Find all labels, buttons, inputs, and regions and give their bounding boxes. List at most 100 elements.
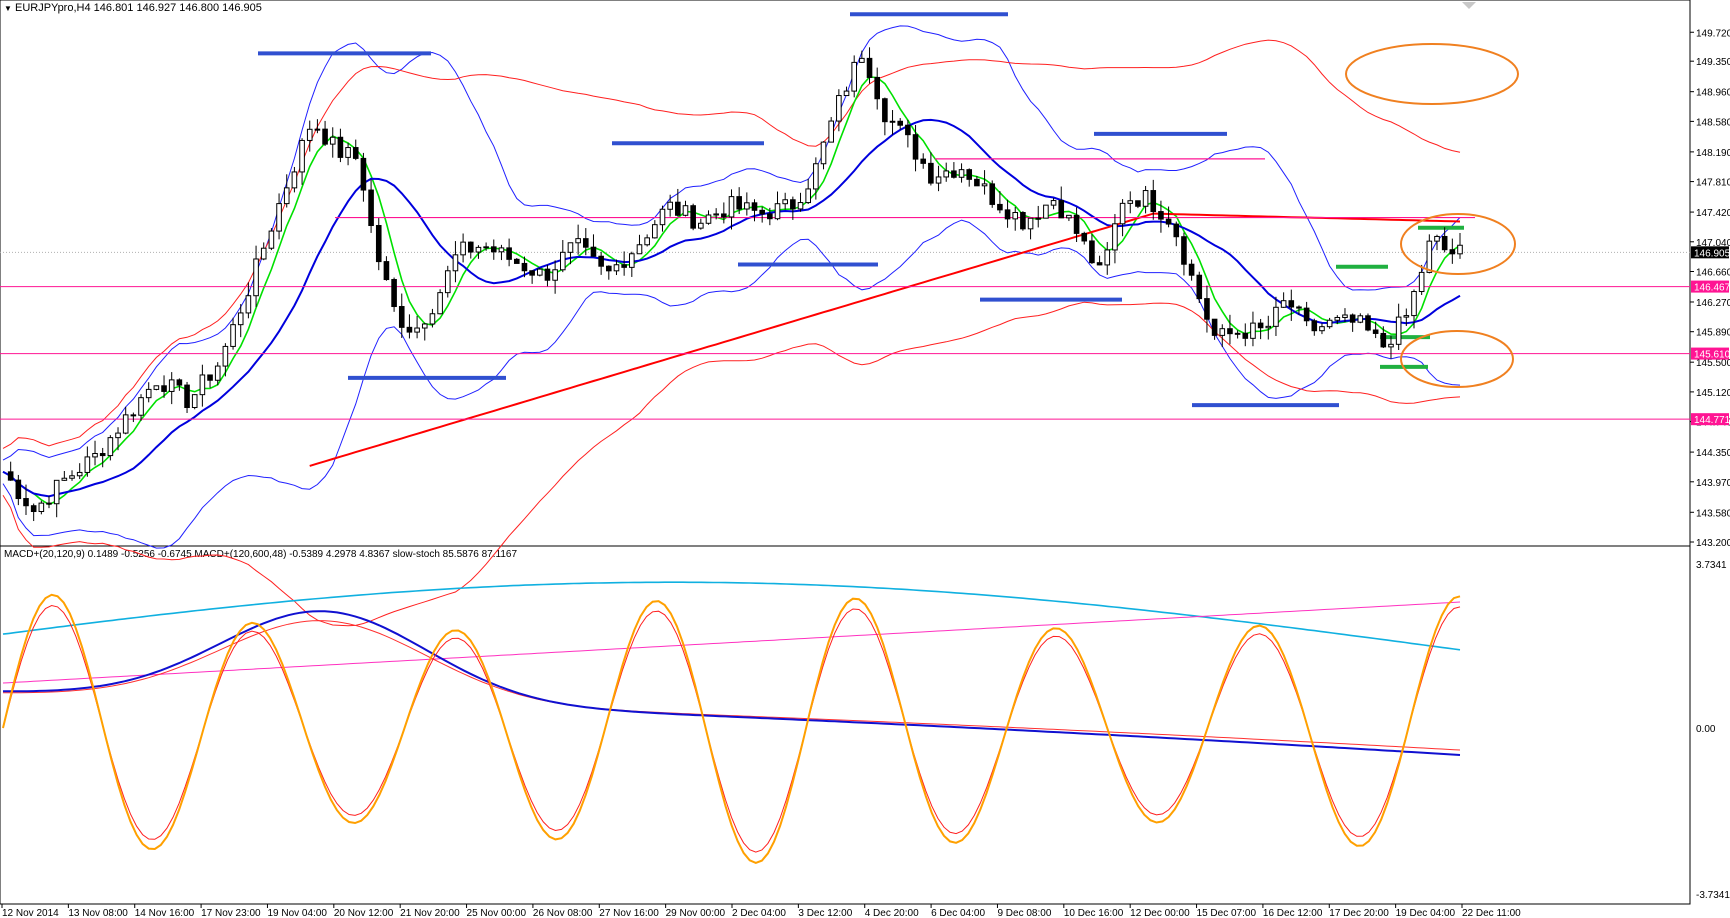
time-tick-label: 13 Nov 08:00 xyxy=(68,908,128,918)
candle-body xyxy=(667,201,673,210)
time-tick-label: 15 Dec 07:00 xyxy=(1197,908,1257,918)
ellipse-annotation[interactable] xyxy=(1400,213,1516,275)
candle-body xyxy=(690,205,696,229)
candle-body xyxy=(1411,291,1417,317)
ellipse-annotation[interactable] xyxy=(1345,43,1519,105)
candle-body xyxy=(1089,240,1095,264)
zone-markers[interactable] xyxy=(258,12,1464,408)
candle-body xyxy=(536,268,543,276)
candle-body xyxy=(337,136,344,158)
candle-body xyxy=(498,247,505,253)
candle-body xyxy=(1395,316,1402,345)
current-price-label: 146.905 xyxy=(1694,248,1730,259)
moving-averages xyxy=(2,76,1461,506)
level-price-tag xyxy=(1691,413,1729,426)
candle-body xyxy=(1372,329,1379,334)
candle-body xyxy=(191,394,198,408)
indicator-tick-label: -3.7341 xyxy=(1696,890,1730,901)
indicator-tick-label: 0.00 xyxy=(1696,724,1716,735)
price-tick-label: 143.580 xyxy=(1696,508,1730,519)
candle-body xyxy=(767,213,773,220)
support-resistance-levels[interactable] xyxy=(0,158,1690,420)
candle-body xyxy=(230,324,236,347)
candle-body xyxy=(352,147,359,159)
time-tick-label: 4 Dec 20:00 xyxy=(865,908,919,918)
candle-body xyxy=(138,397,144,416)
candle-body xyxy=(1257,322,1264,329)
candle-body xyxy=(276,203,282,232)
candle-body xyxy=(368,189,374,227)
ellipse-annotations[interactable] xyxy=(1345,43,1519,388)
candle-body xyxy=(1334,316,1341,321)
macd-signal-line xyxy=(3,620,1461,751)
symbol-label: EURJPYpro,H4 xyxy=(14,2,91,14)
candle-body xyxy=(1265,325,1272,329)
candle-body xyxy=(122,414,129,434)
candle-body xyxy=(444,270,451,294)
candle-body xyxy=(268,230,275,249)
candle-body xyxy=(153,385,160,390)
candle-body xyxy=(644,237,650,246)
candle-body xyxy=(943,170,950,178)
candle-body xyxy=(1165,218,1172,225)
candlesticks xyxy=(7,47,1463,522)
candle-body xyxy=(1227,328,1233,335)
candle-body xyxy=(360,157,367,191)
candle-body xyxy=(1043,204,1049,219)
candle-body xyxy=(306,128,313,141)
bollinger-wide-lower xyxy=(2,301,1461,627)
time-tick-label: 10 Dec 16:00 xyxy=(1064,908,1124,918)
candle-body xyxy=(1311,320,1318,332)
candle-body xyxy=(575,238,581,244)
candle-body xyxy=(897,120,904,126)
indicator-lines xyxy=(2,581,1461,864)
candle-body xyxy=(874,76,881,100)
candle-body xyxy=(490,246,497,253)
level-price-tag xyxy=(1691,280,1729,293)
candle-body xyxy=(790,199,796,210)
candle-body xyxy=(84,456,91,473)
price-tick-label: 147.810 xyxy=(1696,178,1730,189)
candle-body xyxy=(675,201,681,216)
price-tick-label: 148.960 xyxy=(1696,88,1730,99)
candle-body xyxy=(429,313,436,325)
candle-body xyxy=(322,128,328,145)
candle-body xyxy=(222,345,229,367)
candle-body xyxy=(1380,332,1387,348)
candle-body xyxy=(483,246,489,249)
candle-body xyxy=(935,176,942,184)
candle-body xyxy=(107,437,114,457)
time-tick-label: 12 Nov 2014 xyxy=(2,908,59,918)
time-tick-label: 21 Nov 20:00 xyxy=(400,908,460,918)
time-tick-label: 22 Dec 11:00 xyxy=(1462,908,1521,918)
candle-body xyxy=(843,90,850,97)
candle-body xyxy=(199,374,206,396)
macd1-name: MACD+(20,120,9) xyxy=(4,549,85,560)
chevron-down-icon[interactable] xyxy=(1462,2,1476,9)
candle-body xyxy=(859,57,865,63)
candle-body xyxy=(652,224,658,239)
candle-body xyxy=(744,202,750,210)
candle-body xyxy=(828,120,834,143)
price-tick-label: 144.350 xyxy=(1696,448,1730,459)
candle-body xyxy=(184,384,190,408)
candle-body xyxy=(912,134,919,160)
candle-body xyxy=(237,312,244,326)
candle-body xyxy=(567,242,574,253)
candle-body xyxy=(406,326,413,333)
time-tick-label: 27 Nov 16:00 xyxy=(599,908,659,918)
candle-body xyxy=(1012,212,1019,220)
candle-body xyxy=(1181,236,1187,265)
candle-body xyxy=(1426,240,1433,273)
ellipse-annotation[interactable] xyxy=(1400,330,1514,388)
candle-body xyxy=(1058,200,1065,219)
candle-body xyxy=(437,292,443,315)
candle-body xyxy=(506,247,512,260)
candle-body xyxy=(1242,332,1249,339)
triangle-down-icon[interactable]: ▼ xyxy=(4,4,12,13)
candle-body xyxy=(598,255,604,267)
candle-body xyxy=(1219,328,1226,336)
candle-body xyxy=(130,414,137,417)
